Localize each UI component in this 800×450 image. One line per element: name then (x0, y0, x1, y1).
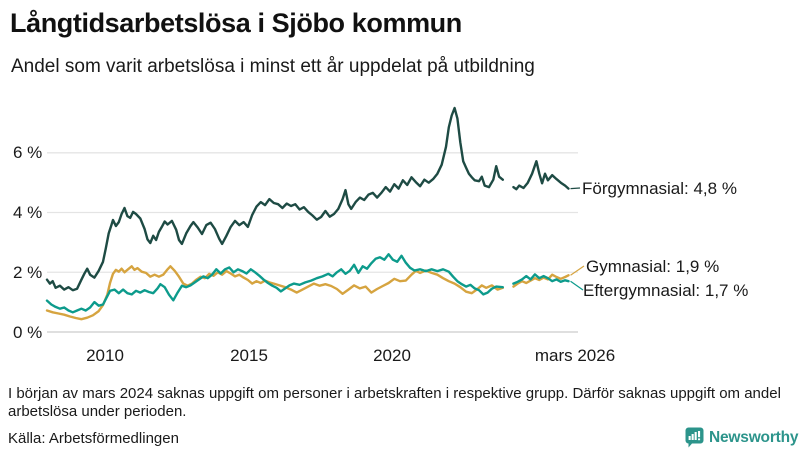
series-label-forgymnasial: Förgymnasial: 4,8 % (582, 179, 737, 198)
series-label-eftergymnasial: Eftergymnasial: 1,7 % (583, 281, 749, 300)
x-axis-tick-2015: 2015 (230, 346, 268, 365)
newsworthy-brand: Newsworthy (685, 427, 799, 448)
series-label-gymnasial: Gymnasial: 1,9 % (586, 257, 720, 276)
source-credit: Källa: Arbetsförmedlingen (8, 430, 179, 447)
chart-footnote: I början av mars 2024 saknas uppgift om … (8, 385, 781, 420)
x-axis-tick-mars-2026: mars 2026 (534, 346, 616, 365)
y-axis-tick-2: 2 % (13, 263, 43, 282)
y-axis-tick-4: 4 % (13, 203, 43, 222)
y-axis-tick-6: 6 % (13, 143, 43, 162)
y-axis-tick-0: 0 % (13, 323, 43, 342)
x-axis-tick-2020: 2020 (373, 346, 411, 365)
chart-subtitle: Andel som varit arbetslösa i minst ett å… (11, 56, 535, 77)
page-title: Långtidsarbetslösa i Sjöbo kommun (10, 8, 462, 38)
newsworthy-logo-icon (685, 427, 704, 448)
x-axis-tick-2010: 2010 (86, 346, 124, 365)
newsworthy-brand-label: Newsworthy (709, 428, 799, 446)
